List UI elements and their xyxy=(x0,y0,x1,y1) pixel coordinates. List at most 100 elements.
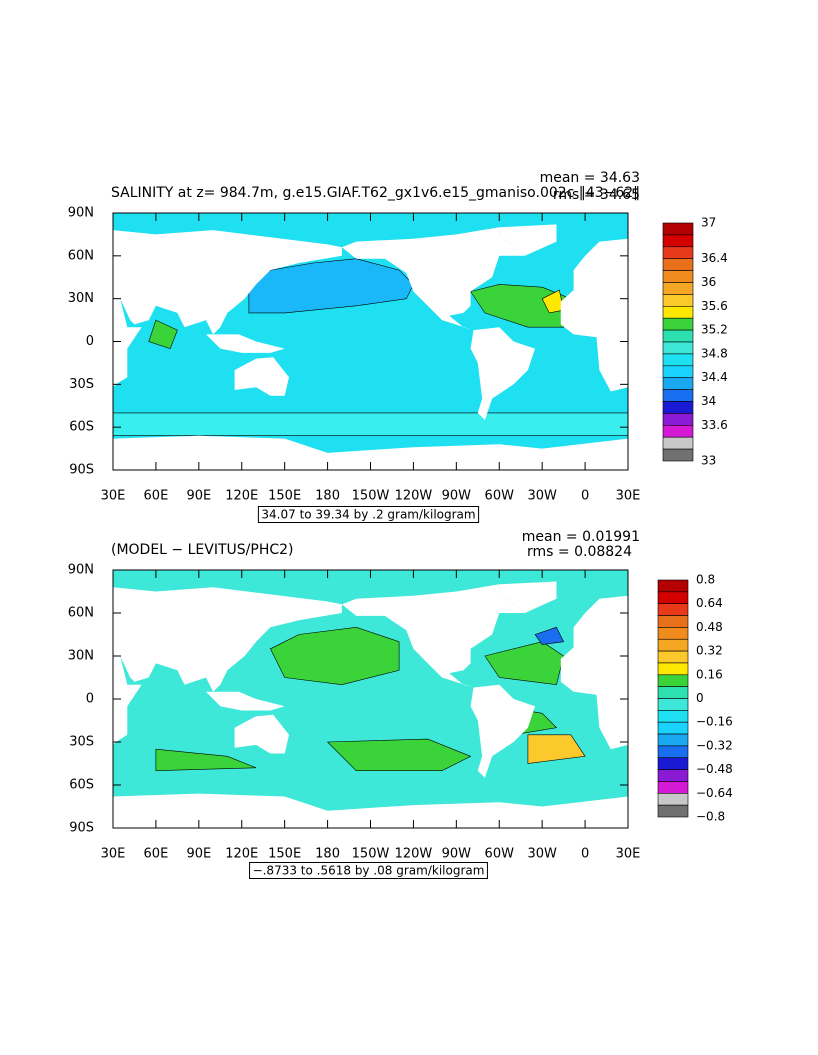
land xyxy=(206,334,285,353)
lat-label: 30N xyxy=(68,291,94,306)
field-region xyxy=(484,641,564,686)
colorbar-label: 34.8 xyxy=(701,346,728,360)
lon-label: 30W xyxy=(527,847,557,862)
lon-label: 30E xyxy=(101,489,126,504)
colorbar-swatch xyxy=(657,781,689,794)
lat-label: 90S xyxy=(69,821,94,836)
land xyxy=(470,684,535,778)
lon-label: 120W xyxy=(395,847,433,862)
land xyxy=(234,357,289,396)
lat-label: 30N xyxy=(68,649,94,664)
lon-label: 60E xyxy=(144,489,169,504)
land xyxy=(560,595,628,750)
land xyxy=(113,435,628,470)
colorbar-swatch xyxy=(657,710,689,723)
lon-label: 180 xyxy=(315,489,340,504)
colorbar-swatch xyxy=(662,246,694,260)
land xyxy=(560,238,628,392)
colorbar-label: 0.32 xyxy=(696,644,723,658)
colorbar-swatch xyxy=(657,638,689,652)
lon-label: 60W xyxy=(485,847,515,862)
range-box xyxy=(249,862,488,879)
panel-title: (MODEL − LEVITUS/PHC2) xyxy=(111,542,294,558)
lon-label: 90E xyxy=(186,847,211,862)
colorbar-swatch xyxy=(662,234,694,248)
field-region xyxy=(155,748,257,772)
lat-label: 60N xyxy=(68,606,94,621)
colorbar-label: −0.16 xyxy=(696,715,733,729)
colorbar-swatch xyxy=(662,436,694,450)
colorbar-label: 35.6 xyxy=(701,299,728,313)
lon-label: 90W xyxy=(442,489,472,504)
colorbar-swatch xyxy=(657,603,689,616)
colorbar-swatch xyxy=(657,662,689,676)
colorbar-label: 33.6 xyxy=(701,418,728,432)
colorbar-label: −0.64 xyxy=(696,786,733,800)
colorbar-label: 0.8 xyxy=(696,573,715,587)
colorbar-swatch xyxy=(662,282,694,295)
colorbar-swatch xyxy=(657,674,689,687)
mean-label: mean = 0.01991 xyxy=(522,529,640,545)
field-region xyxy=(527,734,586,764)
colorbar-swatch xyxy=(662,258,694,271)
lat-label: 60S xyxy=(69,420,94,435)
colorbar-label: −0.48 xyxy=(696,762,733,776)
colorbar-label: 35.2 xyxy=(701,323,728,337)
field-region xyxy=(148,319,178,349)
land xyxy=(341,584,525,688)
colorbar-swatch xyxy=(662,222,694,236)
land xyxy=(206,691,285,711)
land xyxy=(234,714,289,754)
colorbar-label: −0.32 xyxy=(696,738,733,752)
colorbar-label: 36.4 xyxy=(701,251,728,265)
colorbar-label: 0.64 xyxy=(696,596,723,610)
colorbar-label: 0.48 xyxy=(696,620,723,634)
lon-label: 0 xyxy=(581,847,589,862)
colorbar-label: 37 xyxy=(701,216,716,230)
mean-label: mean = 34.63 xyxy=(540,170,640,186)
lon-label: 60E xyxy=(144,847,169,862)
colorbar-label: 0 xyxy=(696,691,704,705)
colorbar-swatch xyxy=(657,769,689,782)
range-box xyxy=(257,506,480,523)
land xyxy=(341,227,525,331)
colorbar-swatch xyxy=(657,591,689,604)
colorbar-swatch xyxy=(657,627,689,640)
lon-label: 0 xyxy=(581,489,589,504)
colorbar-swatch xyxy=(662,270,694,283)
colorbar-swatch xyxy=(657,745,689,759)
lon-label: 120W xyxy=(395,489,433,504)
colorbar-swatch xyxy=(662,389,694,402)
lon-label: 150E xyxy=(268,847,301,862)
land xyxy=(113,587,342,745)
panel-title: SALINITY at z= 984.7m, g.e15.GIAF.T62_gx… xyxy=(111,185,640,201)
lat-label: 90N xyxy=(68,563,94,578)
lon-label: 90W xyxy=(442,847,472,862)
colorbar-swatch xyxy=(657,579,689,593)
colorbar-label: 33 xyxy=(701,454,716,468)
lon-label: 30E xyxy=(101,847,126,862)
lat-label: 90N xyxy=(68,206,94,221)
colorbar-swatch xyxy=(662,353,694,367)
lat-label: 30S xyxy=(69,735,94,750)
lat-label: 30S xyxy=(69,377,94,392)
land xyxy=(499,224,557,256)
lat-label: 90S xyxy=(69,463,94,478)
colorbar-swatch xyxy=(662,424,694,438)
lat-label: 60N xyxy=(68,248,94,263)
colorbar-swatch xyxy=(662,294,694,307)
colorbar-swatch xyxy=(662,365,694,378)
colorbar-swatch xyxy=(662,401,694,414)
colorbar-swatch xyxy=(657,721,689,735)
colorbar-label: 0.16 xyxy=(696,667,723,681)
lon-label: 150W xyxy=(352,489,390,504)
colorbar-swatch xyxy=(662,329,694,343)
lon-label: 90E xyxy=(186,489,211,504)
field-region xyxy=(326,738,472,772)
colorbar-swatch xyxy=(657,615,689,628)
colorbar-swatch xyxy=(662,305,694,319)
lat-label: 0 xyxy=(86,692,94,707)
rms-label: rms = 34.65 xyxy=(553,187,640,203)
range-label: −.8733 to .5618 by .08 gram/kilogram xyxy=(253,864,485,878)
